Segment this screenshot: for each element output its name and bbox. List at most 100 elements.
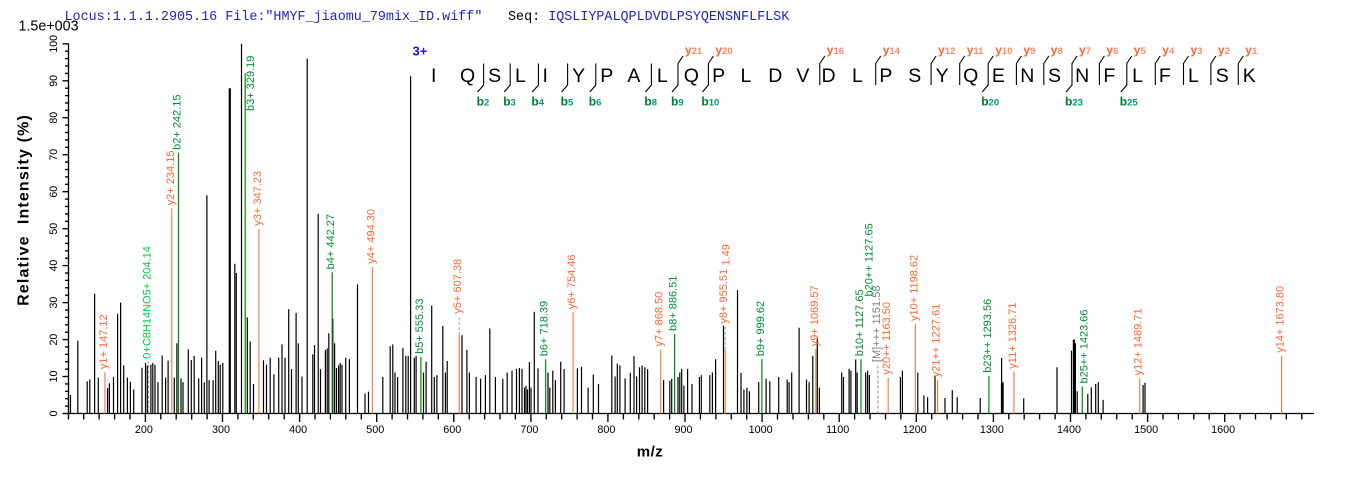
svg-text:y3+ 347.23: y3+ 347.23 bbox=[252, 171, 264, 226]
svg-text:400: 400 bbox=[289, 424, 307, 436]
svg-text:50: 50 bbox=[48, 223, 60, 235]
svg-text:y7+ 868.50: y7+ 868.50 bbox=[654, 292, 666, 347]
svg-text:K: K bbox=[1243, 65, 1256, 87]
svg-text:E: E bbox=[992, 65, 1005, 87]
svg-text:600: 600 bbox=[443, 424, 461, 436]
svg-text:b23: b23 bbox=[1065, 95, 1083, 109]
svg-text:L: L bbox=[1188, 65, 1199, 87]
svg-text:y6: y6 bbox=[1106, 43, 1118, 57]
svg-text:P: P bbox=[600, 65, 613, 87]
svg-text:200: 200 bbox=[135, 424, 153, 436]
svg-text:V: V bbox=[796, 65, 809, 87]
svg-text:F: F bbox=[1159, 65, 1171, 87]
svg-text:y12+ 1489.71: y12+ 1489.71 bbox=[1133, 308, 1145, 375]
svg-text:y11: y11 bbox=[967, 43, 984, 57]
svg-text:700: 700 bbox=[520, 424, 538, 436]
svg-text:70: 70 bbox=[48, 149, 60, 161]
svg-text:y9+ 1069.57: y9+ 1069.57 bbox=[809, 285, 821, 346]
svg-text:N: N bbox=[1020, 65, 1034, 87]
svg-text:A: A bbox=[627, 65, 640, 87]
svg-text:20: 20 bbox=[48, 334, 60, 346]
svg-text:b8: b8 bbox=[644, 95, 657, 109]
svg-text:1.5e+003: 1.5e+003 bbox=[19, 19, 79, 35]
svg-text:y1: y1 bbox=[1245, 43, 1258, 57]
svg-text:y21++ 1227.61: y21++ 1227.61 bbox=[931, 304, 943, 377]
svg-text:y4: y4 bbox=[1162, 43, 1175, 57]
svg-text:b25++ 1423.66: b25++ 1423.66 bbox=[1078, 309, 1090, 383]
svg-text:b5+ 555.33: b5+ 555.33 bbox=[414, 299, 426, 354]
svg-text:b4+ 442.27: b4+ 442.27 bbox=[325, 214, 337, 269]
svg-text:I: I bbox=[431, 65, 436, 87]
svg-text:1100: 1100 bbox=[826, 424, 849, 436]
svg-text:y3: y3 bbox=[1191, 43, 1203, 57]
svg-text:b20: b20 bbox=[981, 95, 999, 109]
svg-text:Seq: IQSLIYPALQPLDVDLPSYQENSNF: Seq: IQSLIYPALQPLDVDLPSYQENSNFLFLSK bbox=[508, 10, 790, 25]
svg-text:b8+ 886.51: b8+ 886.51 bbox=[668, 276, 680, 331]
svg-text:y9: y9 bbox=[1023, 43, 1035, 57]
svg-text:D: D bbox=[821, 65, 835, 87]
svg-text:y20: y20 bbox=[715, 43, 732, 57]
svg-text:1600: 1600 bbox=[1211, 424, 1235, 436]
svg-text:y1+ 147.12: y1+ 147.12 bbox=[98, 314, 110, 369]
svg-text:800: 800 bbox=[597, 424, 615, 436]
svg-text:Relative Intensity (%): Relative Intensity (%) bbox=[16, 114, 33, 306]
svg-text:L: L bbox=[515, 65, 526, 87]
svg-text:b6+ 718.39: b6+ 718.39 bbox=[539, 301, 551, 356]
svg-text:Q: Q bbox=[684, 65, 699, 87]
svg-text:80: 80 bbox=[48, 112, 60, 124]
svg-text:y11+ 1326.71: y11+ 1326.71 bbox=[1007, 303, 1019, 369]
svg-text:b25: b25 bbox=[1120, 95, 1139, 109]
svg-text:30: 30 bbox=[48, 297, 60, 309]
svg-text:y14+ 1673.80: y14+ 1673.80 bbox=[1275, 286, 1287, 353]
svg-text:40: 40 bbox=[48, 260, 60, 272]
svg-text:y6+ 754.46: y6+ 754.46 bbox=[566, 254, 578, 309]
svg-text:P: P bbox=[712, 65, 725, 87]
svg-text:1500: 1500 bbox=[1134, 424, 1158, 436]
svg-text:[M]+++ 1151.58: [M]+++ 1151.58 bbox=[871, 286, 883, 363]
svg-text:y21: y21 bbox=[685, 43, 703, 57]
svg-text:3+: 3+ bbox=[413, 44, 428, 59]
svg-text:S: S bbox=[908, 65, 921, 87]
svg-text:L: L bbox=[852, 65, 863, 87]
svg-text:900: 900 bbox=[674, 424, 692, 436]
svg-text:b2: b2 bbox=[477, 95, 490, 109]
svg-text:L: L bbox=[1132, 65, 1143, 87]
svg-text:b3: b3 bbox=[503, 95, 516, 109]
svg-text:1200: 1200 bbox=[903, 424, 927, 436]
svg-text:y16: y16 bbox=[827, 43, 844, 57]
svg-text:1000: 1000 bbox=[749, 424, 773, 436]
svg-text:Y: Y bbox=[572, 65, 585, 87]
svg-text:Y: Y bbox=[936, 65, 949, 87]
svg-text:1.49: 1.49 bbox=[721, 244, 733, 265]
svg-text:S: S bbox=[488, 65, 501, 87]
svg-text:y10: y10 bbox=[995, 43, 1012, 57]
svg-text:y12: y12 bbox=[938, 43, 955, 57]
svg-text:y14: y14 bbox=[883, 43, 901, 57]
svg-text:b9: b9 bbox=[671, 95, 684, 109]
svg-text:y5: y5 bbox=[1134, 43, 1147, 57]
svg-text:b3+ 329.19: b3+ 329.19 bbox=[245, 56, 257, 111]
svg-text:b10+ 1127.65: b10+ 1127.65 bbox=[854, 289, 866, 356]
svg-text:1400: 1400 bbox=[1057, 424, 1081, 436]
svg-text:y5+ 607.38: y5+ 607.38 bbox=[452, 259, 464, 314]
svg-text:Locus:1.1.1.2905.16 File:"HMYF: Locus:1.1.1.2905.16 File:"HMYF_jiaomu_79… bbox=[65, 10, 483, 25]
svg-text:500: 500 bbox=[366, 424, 384, 436]
svg-text:60: 60 bbox=[48, 186, 60, 198]
svg-text:Q: Q bbox=[460, 65, 475, 87]
svg-text:1300: 1300 bbox=[980, 424, 1004, 436]
svg-text:b2+ 242.15: b2+ 242.15 bbox=[172, 95, 184, 150]
svg-text:L: L bbox=[657, 65, 668, 87]
svg-text:S: S bbox=[1048, 65, 1061, 87]
svg-text:m/z: m/z bbox=[637, 443, 664, 460]
svg-text:y2: y2 bbox=[1218, 43, 1230, 57]
svg-text:10: 10 bbox=[48, 371, 60, 383]
svg-text:D: D bbox=[768, 65, 782, 87]
svg-text:I: I bbox=[542, 65, 547, 87]
svg-text:P: P bbox=[879, 65, 892, 87]
svg-text:90: 90 bbox=[48, 75, 60, 87]
svg-text:Q: Q bbox=[963, 65, 978, 87]
svg-text:y8: y8 bbox=[1051, 43, 1063, 57]
svg-text:b6: b6 bbox=[589, 95, 602, 109]
svg-text:0: 0 bbox=[48, 410, 60, 416]
svg-text:b5: b5 bbox=[561, 95, 574, 109]
